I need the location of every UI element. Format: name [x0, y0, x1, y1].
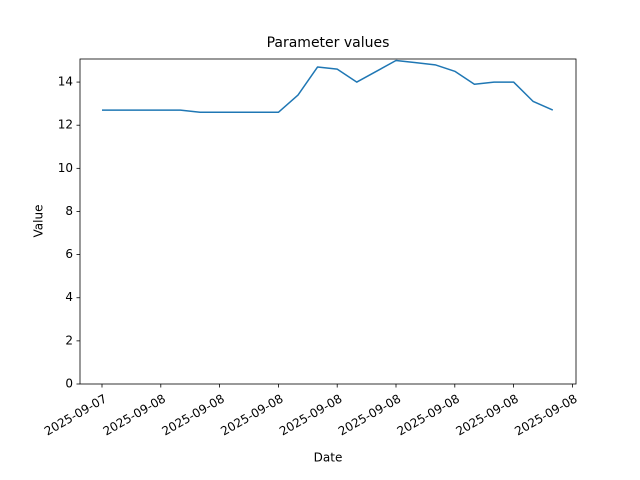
y-tick-label: 0	[65, 377, 73, 391]
x-axis-label: Date	[314, 451, 343, 465]
y-tick-label: 14	[58, 75, 73, 89]
y-tick-label: 4	[65, 290, 73, 304]
y-tick-label: 6	[65, 247, 73, 261]
y-tick-label: 2	[65, 333, 73, 347]
y-tick-label: 12	[58, 118, 73, 132]
axes-frame	[79, 58, 577, 385]
y-tick-label: 10	[58, 161, 73, 175]
chart-title: Parameter values	[267, 35, 390, 51]
y-axis-label: Value	[32, 205, 46, 238]
y-tick-label: 8	[65, 204, 73, 218]
line-series	[102, 59, 554, 114]
